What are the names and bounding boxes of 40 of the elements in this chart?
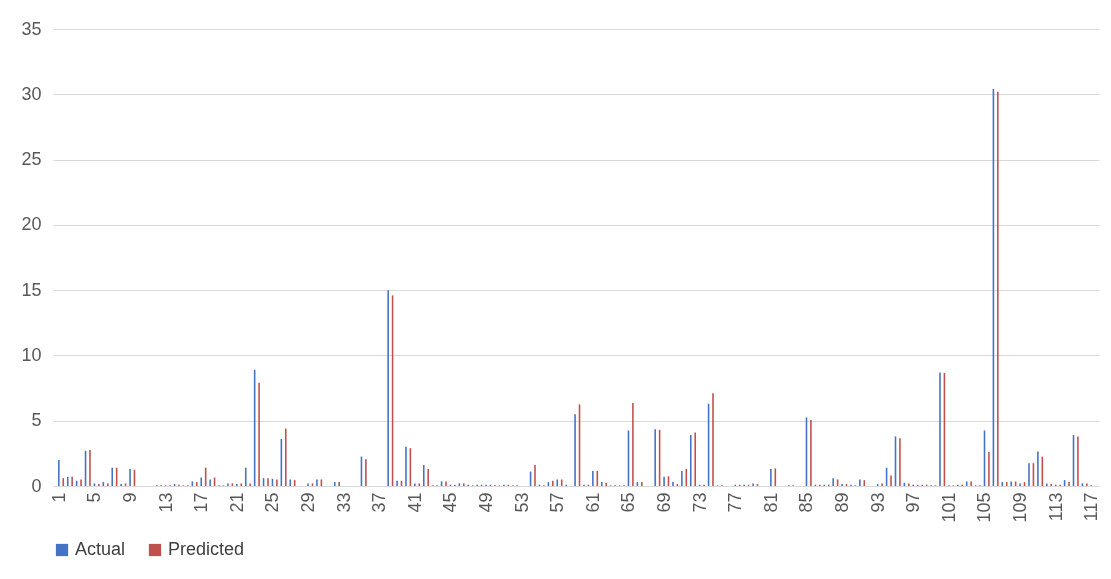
x-tick-label: 21 — [226, 492, 247, 513]
x-tick-label: 13 — [155, 492, 176, 513]
x-tick-label: 37 — [369, 492, 390, 513]
x-tick-label: 49 — [475, 492, 496, 513]
x-tick-label: 93 — [867, 492, 888, 513]
legend-label: Predicted — [168, 539, 245, 559]
y-tick-label: 0 — [31, 475, 42, 496]
x-tick-label: 77 — [725, 492, 746, 513]
x-tick-label: 29 — [297, 492, 318, 513]
x-tick-label: 41 — [404, 492, 425, 513]
y-tick-label: 35 — [21, 18, 42, 39]
y-tick-label: 25 — [21, 149, 42, 170]
x-tick-label: 33 — [333, 492, 354, 513]
x-tick-label: 101 — [938, 492, 959, 523]
y-tick-label: 30 — [21, 83, 42, 104]
x-tick-label: 97 — [903, 492, 924, 513]
x-tick-label: 61 — [582, 492, 603, 513]
x-tick-label: 25 — [262, 492, 283, 513]
y-tick-label: 10 — [21, 344, 42, 365]
x-tick-label: 65 — [618, 492, 639, 513]
y-tick-label: 5 — [31, 410, 42, 431]
x-tick-label: 85 — [796, 492, 817, 513]
legend-label: Actual — [75, 539, 126, 559]
x-tick-label: 53 — [511, 492, 532, 513]
x-tick-label: 89 — [832, 492, 853, 513]
x-tick-label: 5 — [84, 492, 105, 503]
x-tick-label: 57 — [547, 492, 568, 513]
x-tick-label: 105 — [974, 492, 995, 523]
x-tick-label: 113 — [1045, 492, 1066, 522]
x-tick-label: 45 — [440, 492, 461, 513]
x-tick-label: 69 — [654, 492, 675, 513]
x-tick-label: 117 — [1081, 492, 1102, 522]
x-tick-label: 73 — [689, 492, 710, 513]
y-tick-label: 20 — [21, 214, 42, 235]
x-tick-label: 17 — [191, 492, 212, 513]
x-tick-label: 109 — [1010, 492, 1031, 523]
x-tick-label: 9 — [119, 492, 140, 503]
x-tick-label: 1 — [48, 492, 69, 503]
y-tick-label: 15 — [21, 279, 42, 300]
x-tick-label: 81 — [760, 492, 781, 513]
